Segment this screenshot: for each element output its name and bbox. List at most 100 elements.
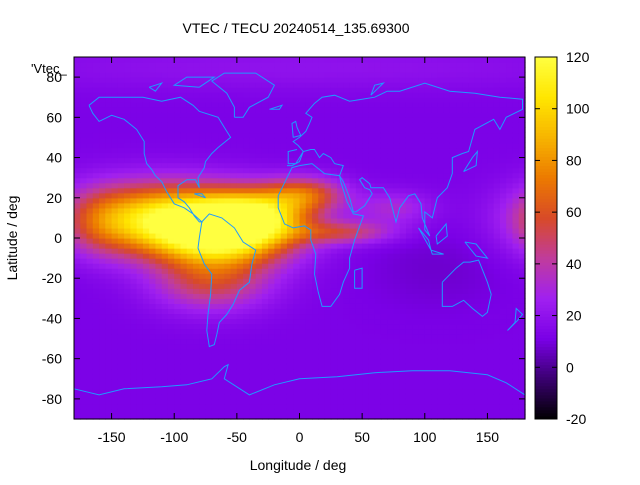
heatmap-cell [443,117,451,123]
heatmap-cell [468,348,476,355]
heatmap-cell [412,313,420,320]
heatmap-cell [161,72,169,78]
heatmap-cell [142,122,150,128]
heatmap-cell [318,172,326,179]
heatmap-cell [387,298,395,304]
heatmap-cell [431,127,438,134]
heatmap-cell [86,82,94,88]
heatmap-cell [142,177,150,184]
heatmap-cell [412,62,420,68]
heatmap-cell [374,288,382,294]
heatmap-cell [380,313,388,320]
heatmap-cell [243,172,250,179]
heatmap-cell [230,207,238,214]
heatmap-cell [86,243,94,249]
heatmap-cell [374,258,382,264]
heatmap-cell [111,383,119,390]
heatmap-cell [437,393,445,400]
heatmap-cell [330,102,338,108]
heatmap-cell [431,132,438,139]
heatmap-cell [205,232,213,239]
heatmap-cell [74,318,81,325]
heatmap-cell [330,348,338,355]
heatmap-cell [449,177,457,184]
heatmap-cell [243,313,250,320]
heatmap-cell [155,333,163,340]
heatmap-cell [211,318,219,325]
heatmap-cell [218,187,225,194]
heatmap-cell [117,152,125,159]
heatmap-cell [92,157,100,164]
heatmap-cell [99,222,106,229]
heatmap-cell [255,217,263,224]
heatmap-cell [399,318,407,325]
heatmap-cell [405,393,413,400]
heatmap-cell [456,338,463,345]
heatmap-cell [280,408,288,415]
heatmap-cell [124,363,131,370]
heatmap-cell [243,152,250,159]
heatmap-cell [449,318,457,325]
heatmap-cell [199,378,207,385]
heatmap-cell [230,187,238,194]
heatmap-cell [293,263,301,269]
heatmap-cell [268,212,276,219]
heatmap-cell [487,243,495,249]
heatmap-cell [174,77,182,83]
heatmap-cell [443,288,451,294]
heatmap-cell [111,117,119,123]
heatmap-cell [437,72,445,78]
heatmap-cell [443,142,451,149]
heatmap-cell [405,298,413,304]
heatmap-cell [393,147,401,154]
heatmap-cell [261,393,269,400]
heatmap-cell [74,232,81,239]
heatmap-cell [468,288,476,294]
heatmap-cell [418,62,426,68]
heatmap-cell [205,288,213,294]
heatmap-cell [393,57,401,63]
heatmap-cell [380,157,388,164]
heatmap-cell [136,107,144,113]
heatmap-cell [374,142,382,149]
heatmap-cell [80,167,88,174]
heatmap-cell [99,393,106,400]
heatmap-cell [186,353,194,360]
heatmap-cell [130,343,138,350]
heatmap-cell [274,388,282,395]
heatmap-cell [343,258,351,264]
heatmap-cell [105,408,113,415]
heatmap-cell [236,288,244,294]
heatmap-cell [261,122,269,128]
heatmap-cell [174,222,182,229]
heatmap-cell [186,348,194,355]
heatmap-cell [155,273,163,279]
heatmap-cell [312,248,319,254]
heatmap-cell [393,388,401,395]
heatmap-cell [180,192,188,199]
heatmap-cell [462,383,470,390]
heatmap-cell [224,323,232,330]
heatmap-cell [149,313,157,320]
heatmap-cell [418,368,426,375]
heatmap-cell [218,87,225,93]
heatmap-cell [199,343,207,350]
heatmap-cell [443,323,451,330]
heatmap-cell [355,172,363,179]
heatmap-cell [368,383,376,390]
heatmap-cell [493,217,501,224]
heatmap-cell [312,182,319,189]
heatmap-cell [418,162,426,169]
heatmap-cell [92,248,100,254]
heatmap-cell [124,227,131,234]
heatmap-cell [424,77,432,83]
heatmap-cell [499,278,507,284]
heatmap-cell [155,288,163,294]
heatmap-cell [387,172,395,179]
heatmap-cell [249,232,257,239]
heatmap-cell [286,303,294,309]
heatmap-cell [218,398,225,405]
heatmap-cell [280,323,288,330]
heatmap-cell [211,333,219,340]
heatmap-cell [293,298,301,304]
